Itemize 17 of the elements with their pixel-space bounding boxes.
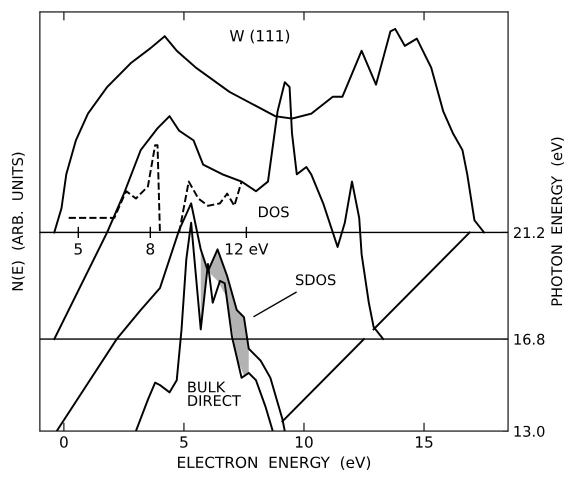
text: N(E) (ARB. UNITS) — [12, 152, 25, 290]
y-tick-label: 21.2 — [514, 227, 544, 238]
x-tick-label: 5 — [180, 436, 188, 448]
annotation: DOS — [259, 206, 289, 218]
y-tick-label: 13.0 — [514, 426, 544, 437]
x-tick-label: 10 — [296, 436, 313, 448]
y-axis-title: PHOTON ENERGY (eV) — [550, 138, 564, 306]
x-tick-label: 0 — [60, 436, 68, 448]
x-axis-title: ELECTRON ENERGY (eV) — [178, 456, 370, 470]
x2-tick-label: 12 eV — [226, 243, 268, 255]
x2-tick-label: 8 — [146, 243, 154, 255]
x2-tick-label: 5 — [74, 243, 82, 255]
y-tick-label: 16.8 — [514, 334, 544, 345]
x-tick-label: 15 — [416, 436, 432, 448]
text: W (111) — [230, 30, 290, 44]
annotation: BULK DIRECT — [188, 382, 241, 406]
annotation: SDOS — [296, 274, 336, 286]
